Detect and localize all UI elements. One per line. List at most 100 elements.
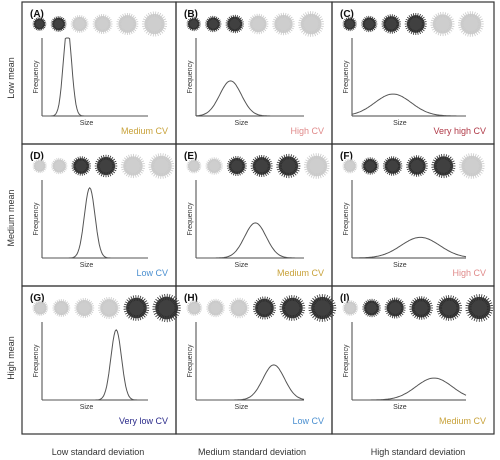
panel-label: (A) [30,9,44,20]
y-axis-label: Frequency [33,60,40,94]
panel-e: (E) Frequency Size Medium CV [175,143,333,287]
y-axis-label: Frequency [343,344,350,378]
dark-cell-icon [186,16,201,32]
y-axis-label: Frequency [343,202,350,236]
dark-cell-icon [381,14,401,34]
panel-label: (B) [184,9,198,20]
dark-cell-icon [431,153,456,179]
cv-label: Very low CV [119,416,168,426]
light-cell-icon [186,158,202,174]
cv-label: Medium CV [121,126,168,136]
dark-cell-icon [279,295,306,321]
dark-cell-icon [152,293,181,323]
panel-label: (H) [184,293,198,304]
cv-label: Low CV [292,416,324,426]
dark-cell-icon [32,17,47,31]
x-axis-label: Size [235,262,249,269]
x-axis-label: Size [393,120,407,127]
panel-d: (D) Frequency Size Low CV [21,143,177,287]
row-label-low-mean: Low mean [6,57,16,99]
cv-label: Medium CV [439,416,486,426]
panel-h: (H) Frequency Size Low CV [175,285,337,435]
panel-label: (F) [340,151,353,162]
light-cell-icon [51,157,68,175]
dark-cell-icon [384,297,406,319]
dark-cell-icon [250,155,273,177]
y-axis-label: Frequency [343,60,350,94]
dark-cell-icon [123,295,150,321]
distribution-curve [42,328,148,401]
light-cell-icon [186,300,203,316]
dark-cell-icon [361,15,378,33]
distribution-curve [196,222,304,259]
dark-cell-icon [252,296,276,320]
distribution-curve [42,37,148,117]
dark-cell-icon [342,16,357,32]
dark-cell-icon [404,13,427,35]
panel-a: (A) Frequency Size Medium CV [21,1,177,145]
panel-b: (B) Frequency Size High CV [175,1,333,145]
dark-cell-icon [308,294,337,322]
distribution-curve [42,186,148,259]
x-axis-label: Size [235,404,249,411]
dark-cell-icon [205,15,222,33]
distribution-curve [352,377,467,401]
y-axis-label: Frequency [33,344,40,378]
y-axis-label: Frequency [33,202,40,236]
light-cell-icon [458,11,484,37]
light-cell-icon [205,157,223,175]
panel-f: (F) Frequency Size High CV [331,143,495,287]
distribution-curve [195,80,304,117]
row-label-high-mean: High mean [6,336,16,380]
light-cell-icon [32,158,47,174]
cv-label: Low CV [136,268,168,278]
light-cell-icon [342,300,359,316]
dark-cell-icon [94,154,118,178]
distribution-curve [351,93,466,117]
x-axis-label: Size [80,404,94,411]
distribution-curve [351,236,467,259]
light-cell-icon [116,13,139,35]
panel-c: (C) Frequency Size Very high CV [331,1,495,145]
light-cell-icon [32,300,49,316]
dark-cell-icon [50,16,67,32]
light-cell-icon [303,153,330,179]
x-axis-label: Size [80,262,94,269]
light-cell-icon [248,13,269,35]
panel-border [331,285,495,435]
light-cell-icon [120,153,146,179]
panel-label: (E) [184,151,197,162]
col-label-low-sd: Low standard deviation [51,447,145,457]
dark-cell-icon [465,294,494,322]
dark-cell-icon [226,156,247,176]
light-cell-icon [228,297,250,319]
light-cell-icon [298,11,324,37]
light-cell-icon [272,12,295,36]
dark-cell-icon [382,156,403,176]
y-axis-label: Frequency [187,60,194,94]
light-cell-icon [92,14,113,34]
light-cell-icon [70,15,89,33]
dark-cell-icon [276,153,301,179]
dark-cell-icon [362,298,381,318]
dark-cell-icon [225,14,244,34]
row-label-medium-mean: Medium mean [6,189,16,247]
light-cell-icon [74,298,95,318]
light-cell-icon [98,297,121,319]
y-axis-label: Frequency [187,344,194,378]
light-cell-icon [342,158,358,174]
distribution-curve [196,364,305,401]
panel-label: (G) [30,293,44,304]
dark-cell-icon [71,156,91,176]
y-axis-label: Frequency [187,202,194,236]
x-axis-label: Size [393,262,407,269]
x-axis-label: Size [235,120,249,127]
panel-g: (G) Frequency Size Very low CV [21,285,181,435]
light-cell-icon [206,298,225,318]
light-cell-icon [148,153,175,179]
light-cell-icon [52,299,71,317]
cv-label: High CV [452,268,486,278]
dark-cell-icon [361,157,379,175]
light-cell-icon [430,11,455,37]
dark-cell-icon [409,296,433,320]
